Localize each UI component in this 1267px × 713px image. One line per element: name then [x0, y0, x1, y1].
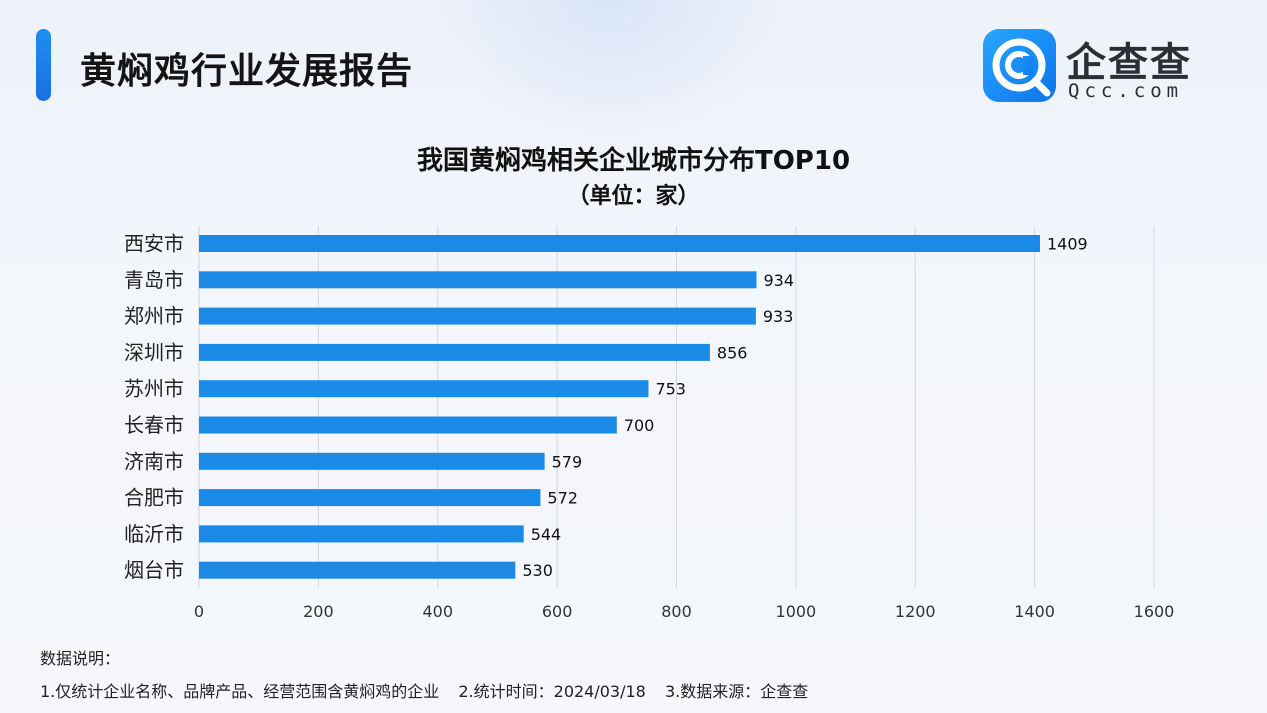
data-label: 933: [763, 307, 794, 326]
category-label: 深圳市: [124, 340, 184, 364]
data-label: 856: [717, 343, 748, 362]
category-label: 苏州市: [124, 377, 184, 401]
report-title: 黄焖鸡行业发展报告: [80, 51, 414, 92]
data-label: 530: [522, 561, 553, 580]
qcc-logo-icon: [983, 29, 1056, 102]
bar: [199, 489, 541, 507]
note-item: 2.统计时间：2024/03/18: [458, 682, 646, 701]
bar: [199, 307, 756, 325]
data-label: 544: [531, 525, 562, 544]
category-label: 青岛市: [124, 268, 184, 292]
data-label: 572: [547, 489, 578, 508]
bar: [199, 452, 545, 470]
x-tick-label: 1400: [1014, 602, 1055, 621]
category-label: 西安市: [124, 232, 184, 256]
x-tick-label: 1200: [895, 602, 936, 621]
category-label: 烟台市: [124, 558, 184, 582]
x-tick-label: 0: [194, 602, 204, 621]
category-label: 郑州市: [124, 304, 184, 328]
data-label: 579: [552, 452, 583, 471]
x-tick-label: 400: [422, 602, 453, 621]
data-label: 1409: [1047, 235, 1088, 254]
note-item: 1.仅统计企业名称、品牌产品、经营范围含黄焖鸡的企业: [40, 682, 440, 701]
note-item: 3.数据来源：企查查: [664, 682, 809, 701]
x-tick-label: 1600: [1134, 602, 1175, 621]
category-label: 合肥市: [124, 486, 184, 510]
x-tick-label: 600: [542, 602, 573, 621]
data-label: 753: [655, 380, 686, 399]
brand-name-en: Qcc.com: [1068, 80, 1184, 102]
bar: [199, 561, 516, 579]
x-tick-label: 200: [303, 602, 334, 621]
x-tick-label: 1000: [776, 602, 817, 621]
x-tick-label: 800: [661, 602, 692, 621]
notes-heading: 数据说明：: [40, 649, 121, 668]
bar: [199, 343, 710, 361]
bar: [199, 271, 757, 289]
bar: [199, 416, 617, 434]
bar: [199, 235, 1040, 252]
data-label: 700: [624, 416, 655, 435]
category-label: 长春市: [124, 413, 184, 437]
notes-line: 1.仅统计企业名称、品牌产品、经营范围含黄焖鸡的企业 2.统计时间：2024/0…: [40, 678, 822, 702]
bar: [199, 380, 649, 398]
bar: [199, 525, 524, 543]
category-label: 济南市: [124, 449, 184, 473]
title-accent-bar: [36, 29, 51, 101]
chart-subtitle: （单位：家）: [567, 184, 700, 209]
data-label: 934: [763, 271, 794, 290]
chart-title: 我国黄焖鸡相关企业城市分布TOP10: [416, 146, 851, 176]
category-label: 临沂市: [124, 522, 184, 546]
brand-name-cn: 企查查: [1066, 40, 1192, 86]
